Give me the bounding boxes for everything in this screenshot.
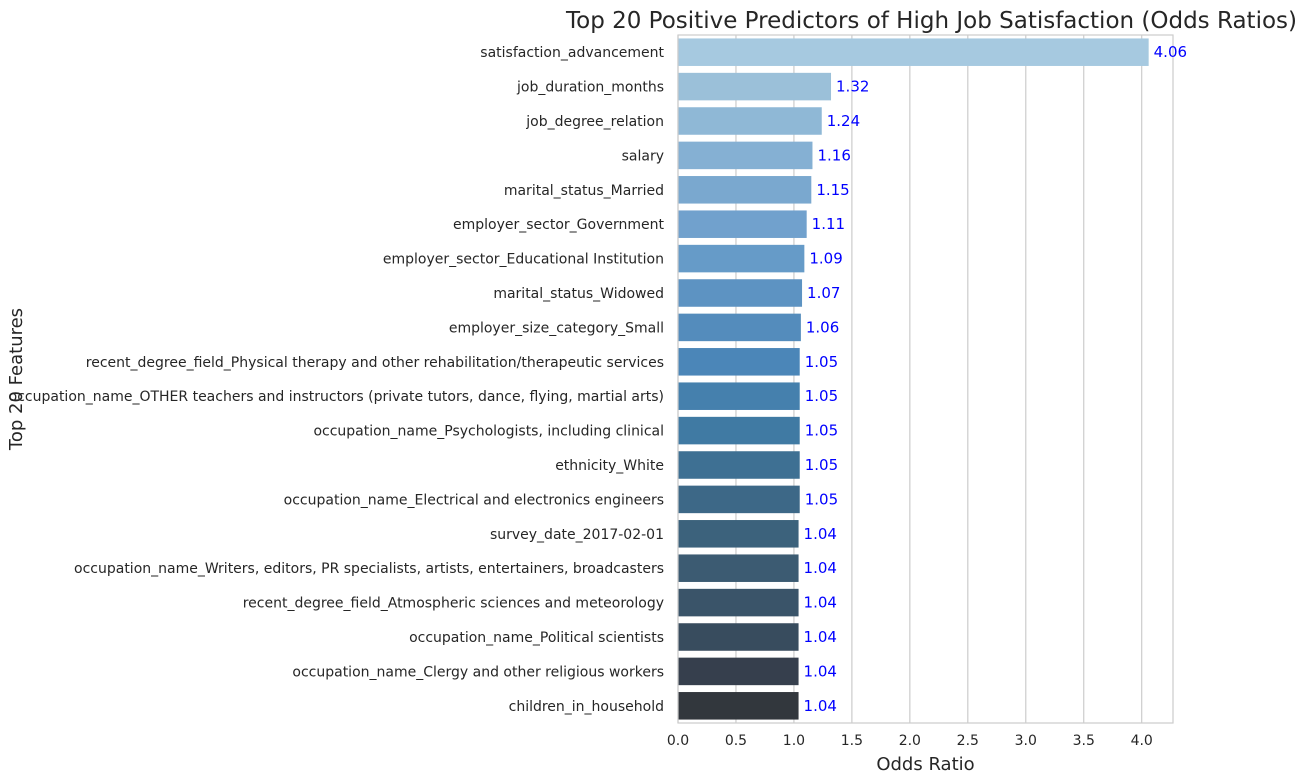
value-label: 1.16 xyxy=(817,146,850,164)
category-label: satisfaction_advancement xyxy=(480,45,664,61)
gridlines xyxy=(677,35,1143,723)
category-label: survey_date_2017-02-01 xyxy=(490,527,664,543)
bar xyxy=(678,107,822,135)
value-label: 1.24 xyxy=(827,112,860,130)
x-tick-label: 0.0 xyxy=(667,733,689,749)
value-label: 1.04 xyxy=(804,697,837,715)
x-tick-label: 0.5 xyxy=(725,733,747,749)
bar xyxy=(678,210,807,238)
category-label: occupation_name_Psychologists, including… xyxy=(313,424,664,440)
value-label: 1.11 xyxy=(812,215,845,233)
bar xyxy=(678,279,803,307)
x-tick-label: 1.0 xyxy=(783,733,805,749)
value-label: 1.05 xyxy=(805,456,838,474)
category-label: occupation_name_OTHER teachers and instr… xyxy=(9,389,664,405)
bar xyxy=(678,348,800,376)
category-label: occupation_name_Clergy and other religio… xyxy=(292,664,664,680)
x-tick-label: 3.5 xyxy=(1073,733,1095,749)
category-label: recent_degree_field_Atmospheric sciences… xyxy=(243,596,664,612)
bar xyxy=(678,38,1149,66)
bar xyxy=(678,313,801,342)
bar xyxy=(678,176,812,204)
category-label: ethnicity_White xyxy=(555,458,664,474)
category-label: marital_status_Widowed xyxy=(493,286,664,302)
category-labels: satisfaction_advancement job_duration_mon… xyxy=(9,45,665,715)
plot-frame xyxy=(677,34,1174,724)
category-label: recent_degree_field_Physical therapy and… xyxy=(86,355,664,371)
value-label: 1.04 xyxy=(804,594,837,612)
bar xyxy=(678,451,800,479)
value-label: 1.32 xyxy=(836,78,869,96)
chart-title: Top 20 Positive Predictors of High Job S… xyxy=(565,8,1296,34)
bar xyxy=(678,382,800,410)
bar xyxy=(678,623,799,651)
bar xyxy=(678,588,799,617)
value-label: 1.04 xyxy=(804,525,837,543)
value-label: 1.06 xyxy=(806,318,839,336)
bar xyxy=(678,692,799,720)
category-label: job_degree_relation xyxy=(525,114,664,130)
category-label: employer_size_category_Small xyxy=(449,320,664,336)
bars xyxy=(678,38,1149,720)
bar xyxy=(678,657,799,686)
bar xyxy=(678,244,805,273)
category-label: employer_sector_Educational Institution xyxy=(383,252,664,268)
value-label: 1.05 xyxy=(805,422,838,440)
category-label: occupation_name_Political scientists xyxy=(409,630,664,646)
x-tick-label: 2.5 xyxy=(957,733,979,749)
bar xyxy=(678,485,800,514)
bar xyxy=(678,141,813,170)
category-label: salary xyxy=(622,148,664,164)
value-label: 1.04 xyxy=(804,628,837,646)
category-label: employer_sector_Government xyxy=(453,217,664,233)
x-tick-labels: 0.0 0.5 1.0 1.5 2.0 2.5 3.0 3.5 4.0 xyxy=(667,733,1153,749)
category-label: children_in_household xyxy=(509,699,664,715)
category-label: occupation_name_Electrical and electroni… xyxy=(284,492,664,508)
value-label: 1.04 xyxy=(804,662,837,680)
value-label: 1.07 xyxy=(807,284,840,302)
value-label: 1.05 xyxy=(805,353,838,371)
y-axis-title: Top 20 Features xyxy=(6,308,27,451)
x-axis-title: Odds Ratio xyxy=(876,754,974,775)
value-label: 1.09 xyxy=(809,250,842,268)
value-label: 1.05 xyxy=(805,490,838,508)
value-labels: 4.06 1.32 1.24 1.16 1.15 1.11 1.09 1.07 1.06 1.05… xyxy=(804,43,1187,715)
bar xyxy=(678,554,799,582)
category-label: marital_status_Married xyxy=(504,183,664,199)
x-tick-label: 2.0 xyxy=(899,733,921,749)
value-label: 1.04 xyxy=(804,559,837,577)
bar xyxy=(678,416,800,445)
bar xyxy=(678,520,799,548)
bar xyxy=(678,72,832,101)
x-tick-label: 4.0 xyxy=(1131,733,1153,749)
value-label: 1.15 xyxy=(816,181,849,199)
x-tick-label: 1.5 xyxy=(841,733,863,749)
value-label: 4.06 xyxy=(1154,43,1187,61)
category-label: job_duration_months xyxy=(516,80,664,96)
category-label: occupation_name_Writers, editors, PR spe… xyxy=(74,561,664,577)
value-label: 1.05 xyxy=(805,387,838,405)
x-tick-label: 3.0 xyxy=(1015,733,1037,749)
